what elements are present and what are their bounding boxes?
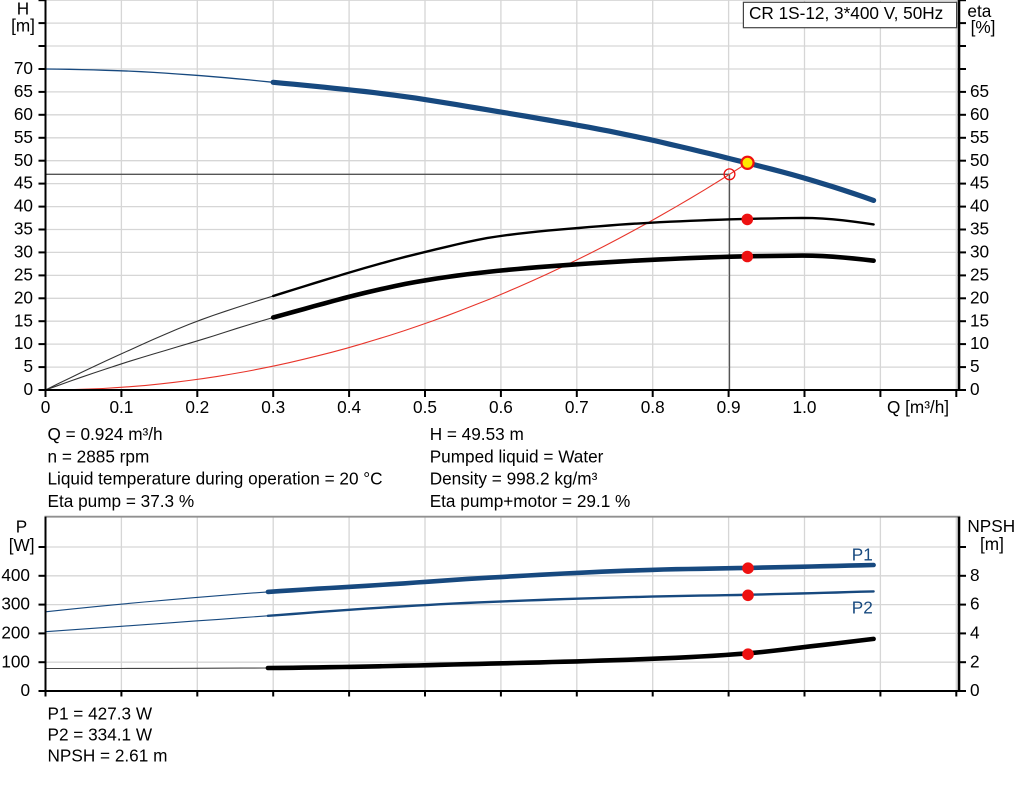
svg-text:P2 = 334.1 W: P2 = 334.1 W <box>48 725 153 745</box>
svg-text:55: 55 <box>970 127 989 147</box>
svg-text:P1: P1 <box>852 545 873 565</box>
svg-text:0: 0 <box>20 680 30 700</box>
svg-text:8: 8 <box>970 565 980 585</box>
svg-text:50: 50 <box>14 150 33 170</box>
svg-text:CR 1S-12, 3*400 V, 50Hz: CR 1S-12, 3*400 V, 50Hz <box>749 3 943 23</box>
svg-text:NPSH = 2.61 m: NPSH = 2.61 m <box>48 746 168 766</box>
svg-text:30: 30 <box>14 242 33 262</box>
svg-text:200: 200 <box>1 623 30 643</box>
svg-text:0.9: 0.9 <box>717 397 741 417</box>
svg-text:5: 5 <box>970 356 980 376</box>
svg-text:1.0: 1.0 <box>793 397 817 417</box>
svg-text:100: 100 <box>1 651 30 671</box>
svg-text:0.1: 0.1 <box>109 397 133 417</box>
svg-text:0.3: 0.3 <box>261 397 285 417</box>
svg-text:0: 0 <box>41 397 51 417</box>
svg-text:40: 40 <box>14 196 33 216</box>
svg-text:[%]: [%] <box>971 17 996 37</box>
svg-text:0: 0 <box>23 379 33 399</box>
svg-text:400: 400 <box>1 565 30 585</box>
svg-text:25: 25 <box>970 265 989 285</box>
svg-text:P: P <box>16 517 27 537</box>
svg-text:Q [m³/h]: Q [m³/h] <box>887 397 949 417</box>
svg-text:20: 20 <box>14 287 33 307</box>
svg-text:0.7: 0.7 <box>565 397 589 417</box>
svg-text:25: 25 <box>14 265 33 285</box>
svg-text:P2: P2 <box>852 598 873 618</box>
svg-text:45: 45 <box>14 173 33 193</box>
svg-text:0.2: 0.2 <box>185 397 209 417</box>
svg-text:[m]: [m] <box>980 534 1004 554</box>
svg-text:300: 300 <box>1 594 30 614</box>
svg-text:2: 2 <box>970 651 980 671</box>
svg-text:Density = 998.2 kg/m³: Density = 998.2 kg/m³ <box>430 469 598 489</box>
svg-text:15: 15 <box>14 310 33 330</box>
svg-text:65: 65 <box>14 81 33 101</box>
svg-text:[m]: [m] <box>11 16 35 36</box>
svg-text:H = 49.53 m: H = 49.53 m <box>430 424 524 444</box>
svg-text:0: 0 <box>970 379 980 399</box>
svg-text:55: 55 <box>14 127 33 147</box>
svg-text:30: 30 <box>970 242 989 262</box>
svg-text:0: 0 <box>970 680 980 700</box>
svg-text:45: 45 <box>970 173 989 193</box>
svg-text:5: 5 <box>23 356 33 376</box>
svg-text:6: 6 <box>970 594 980 614</box>
svg-text:60: 60 <box>970 104 989 124</box>
svg-text:H: H <box>17 0 29 19</box>
svg-text:35: 35 <box>970 219 989 239</box>
svg-text:0.4: 0.4 <box>337 397 361 417</box>
svg-text:Q = 0.924 m³/h: Q = 0.924 m³/h <box>48 424 163 444</box>
svg-text:eta: eta <box>967 1 991 21</box>
svg-text:Eta pump+motor = 29.1 %: Eta pump+motor = 29.1 % <box>430 491 631 511</box>
svg-text:Liquid temperature during oper: Liquid temperature during operation = 20… <box>48 469 383 489</box>
svg-text:Eta pump = 37.3 %: Eta pump = 37.3 % <box>48 491 195 511</box>
svg-text:P1 = 427.3 W: P1 = 427.3 W <box>48 704 153 724</box>
svg-text:70: 70 <box>14 58 33 78</box>
svg-text:NPSH: NPSH <box>967 516 1015 536</box>
svg-text:10: 10 <box>14 333 33 353</box>
svg-text:0.6: 0.6 <box>489 397 513 417</box>
svg-text:40: 40 <box>970 196 989 216</box>
svg-text:60: 60 <box>14 104 33 124</box>
svg-text:35: 35 <box>14 219 33 239</box>
svg-text:15: 15 <box>970 310 989 330</box>
svg-text:0.8: 0.8 <box>641 397 665 417</box>
svg-text:20: 20 <box>970 287 989 307</box>
svg-text:Pumped liquid = Water: Pumped liquid = Water <box>430 446 604 466</box>
svg-text:65: 65 <box>970 81 989 101</box>
svg-text:10: 10 <box>970 333 989 353</box>
svg-text:0.5: 0.5 <box>413 397 437 417</box>
svg-text:[W]: [W] <box>9 535 35 555</box>
svg-text:50: 50 <box>970 150 989 170</box>
svg-text:n = 2885 rpm: n = 2885 rpm <box>48 446 150 466</box>
svg-text:4: 4 <box>970 623 980 643</box>
